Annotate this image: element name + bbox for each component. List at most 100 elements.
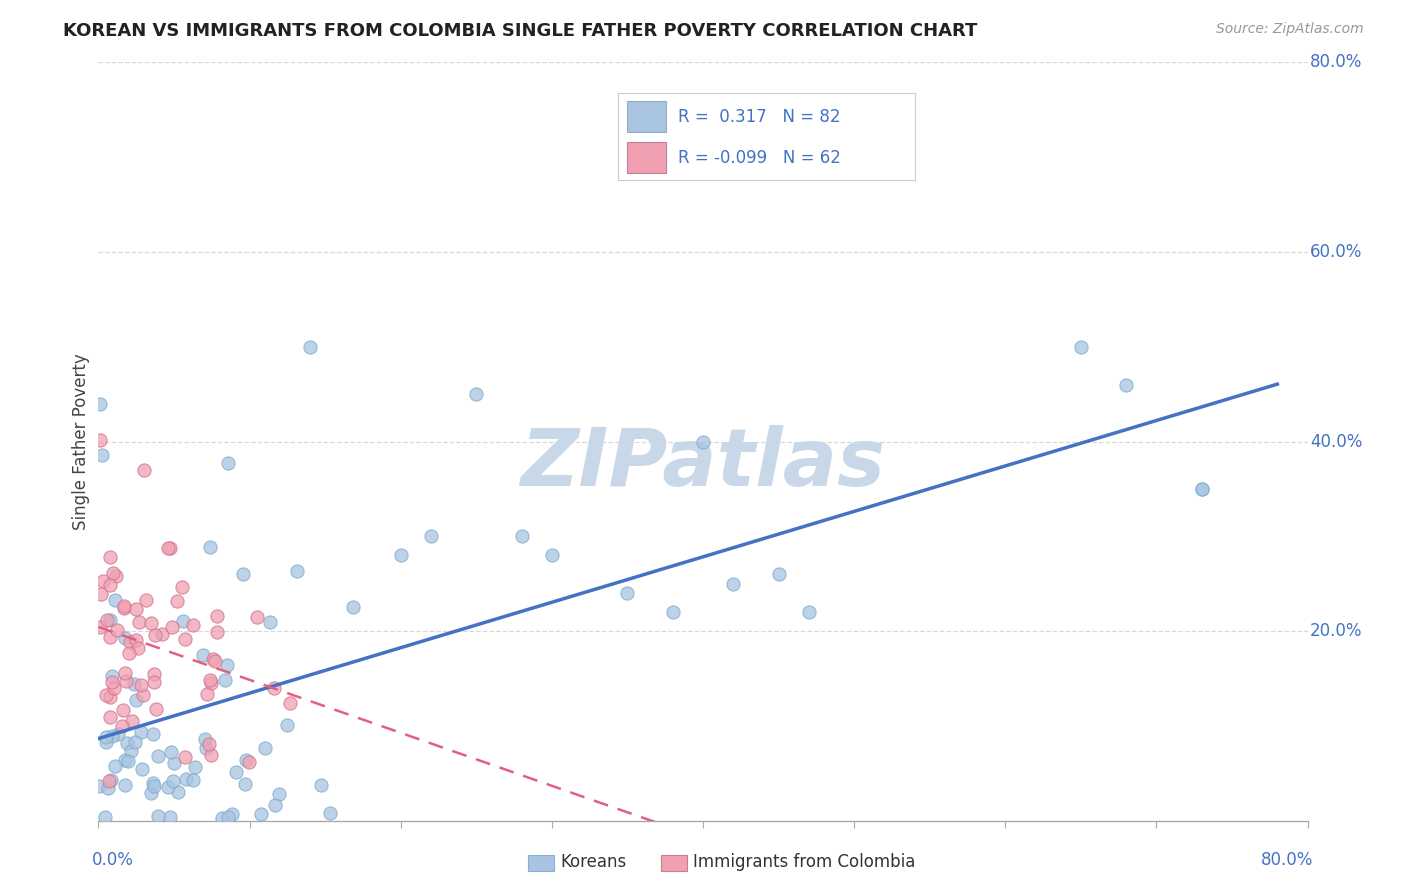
Point: [225, 764, 247, 779]
Point: [159, 541, 181, 555]
Point: [160, 620, 183, 634]
Point: [100, 549, 122, 564]
Point: [246, 610, 269, 624]
Point: [124, 602, 146, 616]
Point: [540, 548, 562, 563]
Point: [98, 690, 121, 705]
Point: [98, 577, 121, 591]
Point: [120, 744, 142, 758]
Point: [98, 613, 121, 627]
Point: [101, 675, 124, 690]
Point: [143, 667, 166, 681]
Point: [183, 617, 205, 632]
Bar: [661, 855, 688, 871]
Point: [184, 760, 207, 774]
Point: [118, 646, 141, 660]
Bar: [527, 855, 554, 871]
Point: [142, 775, 165, 789]
Point: [91, 448, 114, 462]
Point: [198, 673, 221, 687]
Point: [139, 786, 162, 800]
Point: [159, 810, 181, 824]
Point: [122, 677, 145, 691]
Point: [162, 774, 184, 789]
Text: 0.0%: 0.0%: [93, 851, 134, 869]
Point: [117, 755, 139, 769]
Point: [96, 613, 118, 627]
Point: [1115, 377, 1137, 392]
Point: [89, 397, 111, 411]
Point: [111, 719, 134, 733]
Point: [145, 702, 167, 716]
Point: [692, 434, 714, 449]
Point: [125, 633, 148, 648]
Point: [389, 548, 412, 563]
Point: [94, 810, 117, 824]
Text: ZIPatlas: ZIPatlas: [520, 425, 886, 503]
Point: [198, 540, 221, 554]
Point: [132, 463, 155, 477]
Point: [98, 630, 121, 644]
Point: [420, 529, 443, 543]
Point: [112, 600, 135, 615]
Text: 60.0%: 60.0%: [1310, 243, 1362, 261]
Point: [253, 741, 276, 756]
Point: [160, 745, 183, 759]
Point: [195, 741, 218, 756]
Point: [250, 807, 273, 822]
Point: [173, 632, 195, 646]
Point: [114, 599, 136, 613]
Point: [299, 340, 322, 354]
Point: [201, 651, 224, 665]
Point: [101, 669, 124, 683]
Point: [114, 778, 136, 792]
Text: KOREAN VS IMMIGRANTS FROM COLOMBIA SINGLE FATHER POVERTY CORRELATION CHART: KOREAN VS IMMIGRANTS FROM COLOMBIA SINGL…: [63, 22, 977, 40]
Point: [104, 758, 127, 772]
Point: [97, 780, 120, 795]
Point: [166, 593, 188, 607]
Point: [146, 809, 169, 823]
Point: [114, 632, 136, 646]
Point: [131, 725, 153, 739]
Point: [103, 681, 125, 695]
Text: 80.0%: 80.0%: [1310, 54, 1362, 71]
Point: [87, 779, 110, 793]
Point: [181, 773, 204, 788]
Point: [263, 797, 285, 812]
Point: [104, 592, 127, 607]
Point: [97, 774, 120, 789]
Point: [173, 749, 195, 764]
Point: [232, 566, 254, 581]
Point: [156, 541, 179, 556]
Point: [94, 734, 117, 748]
Point: [156, 780, 179, 794]
Point: [89, 433, 111, 447]
Text: 40.0%: 40.0%: [1310, 433, 1362, 450]
Point: [139, 615, 162, 630]
Point: [105, 569, 128, 583]
Point: [200, 748, 222, 763]
Point: [205, 624, 228, 639]
Point: [117, 736, 139, 750]
Point: [135, 592, 157, 607]
Point: [1191, 482, 1213, 496]
Point: [768, 567, 790, 582]
Point: [131, 763, 153, 777]
Text: Koreans: Koreans: [561, 854, 627, 871]
Point: [148, 748, 170, 763]
Point: [94, 730, 117, 744]
Point: [100, 772, 122, 787]
Point: [319, 805, 342, 820]
Point: [217, 456, 239, 470]
Point: [172, 580, 194, 594]
Point: [150, 627, 173, 641]
Point: [218, 810, 240, 824]
Point: [115, 673, 138, 688]
Point: [163, 756, 186, 770]
Point: [194, 731, 217, 746]
Text: 80.0%: 80.0%: [1261, 851, 1313, 869]
Point: [91, 574, 114, 588]
Point: [124, 735, 146, 749]
Point: [132, 688, 155, 702]
Point: [235, 753, 257, 767]
